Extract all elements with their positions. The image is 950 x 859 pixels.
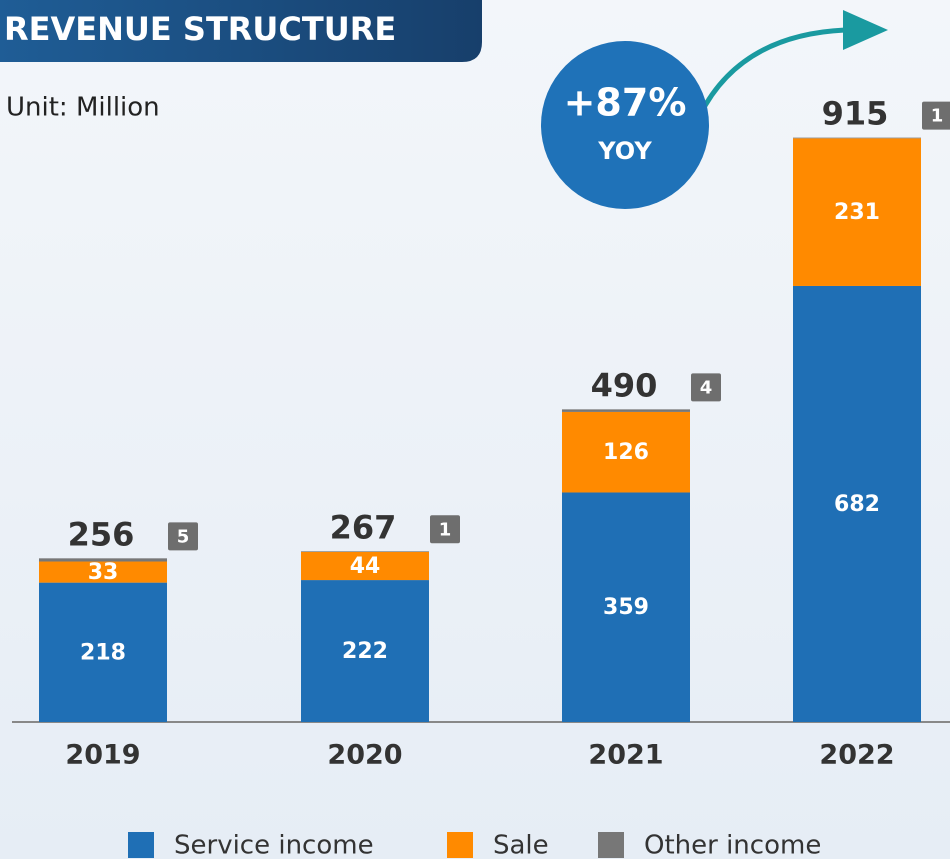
legend-label: Service income: [174, 831, 374, 859]
x-tick-label: 2019: [65, 740, 140, 771]
bar-segment: [793, 138, 921, 286]
legend-swatch: [128, 832, 154, 858]
legend-swatch: [598, 832, 624, 858]
x-tick-label: 2021: [588, 740, 663, 771]
x-tick-label: 2022: [819, 740, 894, 771]
segment-label: 682: [834, 492, 880, 517]
segment-label: 231: [834, 200, 880, 225]
yoy-change: +87%: [564, 81, 687, 125]
x-tick-label: 2020: [327, 740, 402, 771]
total-label: 256: [68, 515, 135, 553]
total-label: 915: [822, 95, 889, 133]
bar-segment: [793, 285, 921, 722]
yoy-label: YOY: [597, 137, 652, 165]
segment-label: 44: [350, 554, 381, 579]
other-label: 5: [177, 526, 190, 547]
bar-segment: [301, 580, 429, 722]
trend-arrow: [697, 27, 846, 117]
segment-label: 218: [80, 640, 126, 665]
bar-segment: [793, 137, 921, 139]
total-label: 267: [330, 508, 397, 546]
bar-segment: [39, 561, 167, 583]
other-label: 1: [439, 519, 452, 540]
other-badge: [922, 101, 950, 130]
other-label: 1: [931, 106, 944, 127]
bar-segment: [39, 558, 167, 562]
bar-segment: [562, 411, 690, 493]
bar-segment: [39, 582, 167, 722]
title-banner: [0, 0, 482, 62]
segment-label: 222: [342, 639, 388, 664]
total-label: 490: [591, 366, 658, 404]
legend-label: Sale: [493, 831, 549, 859]
legend-label: Other income: [644, 831, 821, 859]
bar-segment: [562, 492, 690, 722]
segment-label: 33: [88, 560, 119, 585]
bar-segment: [301, 551, 429, 552]
other-badge: [430, 515, 460, 544]
arrow-head: [843, 10, 888, 50]
other-badge: [691, 373, 721, 402]
other-label: 4: [700, 377, 713, 398]
legend-swatch: [447, 832, 473, 858]
segment-label: 126: [603, 440, 649, 465]
other-badge: [168, 522, 198, 551]
subtitle: Unit: Million: [6, 93, 160, 123]
segment-label: 359: [603, 595, 649, 620]
bar-segment: [301, 551, 429, 581]
chart-title: REVENUE STRUCTURE: [4, 10, 396, 48]
yoy-badge: [541, 41, 709, 209]
bar-segment: [562, 409, 690, 412]
